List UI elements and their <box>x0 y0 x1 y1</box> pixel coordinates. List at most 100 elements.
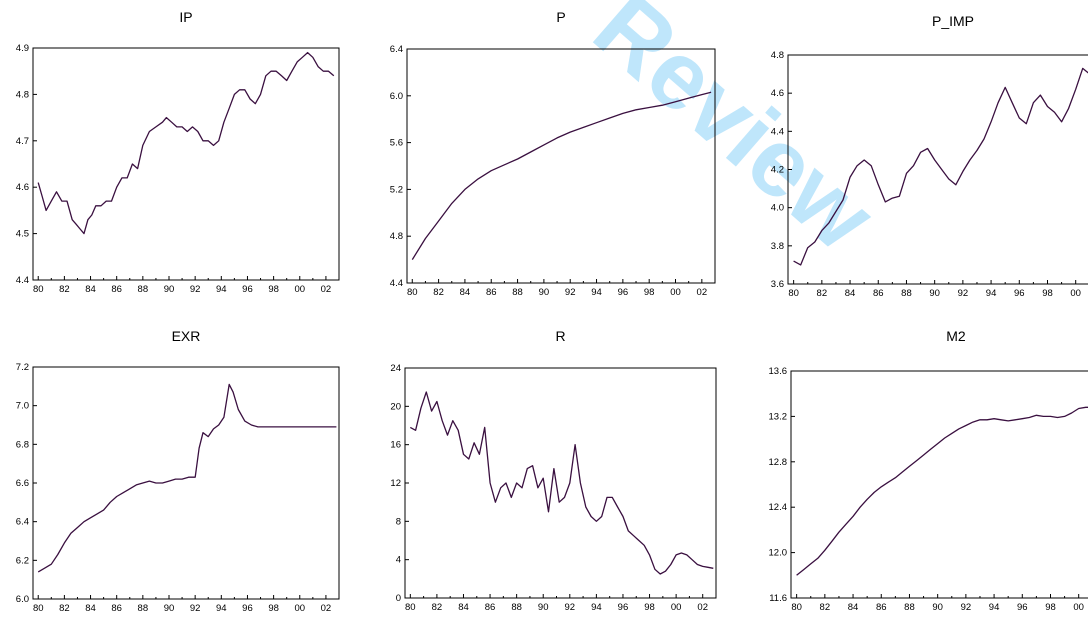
r-x-tick-label: 96 <box>618 602 629 613</box>
p-imp-x-tick-label: 82 <box>817 288 828 299</box>
r-x-tick-label: 82 <box>432 602 443 613</box>
ip-y-tick-label: 4.9 <box>16 43 29 54</box>
exr-title: EXR <box>172 328 201 344</box>
exr-x-tick-label: 84 <box>85 603 96 614</box>
exr-x-tick-label: 92 <box>190 603 201 614</box>
ip-y-tick-label: 4.8 <box>16 89 29 100</box>
p-imp-x-tick-label: 88 <box>901 288 912 299</box>
p-x-tick-label: 80 <box>407 287 418 298</box>
ip-plot-frame <box>32 47 340 281</box>
p-x-tick-label: 98 <box>644 287 655 298</box>
ip-x-tick-label: 92 <box>190 284 201 295</box>
ip-x-tick-label: 02 <box>321 284 332 295</box>
ip-series-line <box>37 51 335 235</box>
p-y-tick-label: 6.4 <box>390 44 403 55</box>
m2-y-tick-label: 12.4 <box>769 502 788 513</box>
m2-x-tick-label: 92 <box>961 602 972 613</box>
m2-x-tick-label: 88 <box>904 602 915 613</box>
m2-y-tick-label: 12.0 <box>769 548 788 559</box>
r-x-tick-label: 80 <box>405 602 416 613</box>
p-y-tick-label: 4.8 <box>390 231 403 242</box>
m2-x-tick-label: 94 <box>989 602 1000 613</box>
p-imp-x-tick-label: 00 <box>1070 288 1081 299</box>
p-imp-x-tick-label: 96 <box>1014 288 1025 299</box>
ip-x-tick-label: 84 <box>85 284 96 295</box>
r-plot-frame <box>404 367 717 599</box>
exr-y-tick-label: 6.0 <box>16 594 29 605</box>
r-y-tick-label: 16 <box>390 440 401 451</box>
p-imp-y-tick-label: 4.0 <box>771 203 784 214</box>
m2-title: M2 <box>946 328 966 344</box>
p-x-tick-label: 96 <box>618 287 629 298</box>
m2-x-tick-label: 90 <box>932 602 943 613</box>
r-y-tick-label: 0 <box>396 593 401 604</box>
chart-panel-r: R 0 4 8 12 16 20 24 80 82 84 86 88 90 92 94 96 98 00 02 <box>390 328 717 613</box>
ip-x-tick-label: 00 <box>294 284 305 295</box>
r-x-tick-label: 84 <box>458 602 469 613</box>
p-imp-x-tick-label: 90 <box>929 288 940 299</box>
r-x-tick-label: 90 <box>538 602 549 613</box>
ip-x-tick-label: 80 <box>33 284 44 295</box>
p-y-tick-label: 5.2 <box>390 184 403 195</box>
exr-y-tick-label: 6.6 <box>16 478 29 489</box>
m2-x-tick-label: 82 <box>820 602 831 613</box>
m2-y-tick-label: 11.6 <box>769 593 787 604</box>
p-imp-plot-frame <box>787 54 1088 285</box>
p-title: P <box>556 9 565 25</box>
ip-x-tick-label: 86 <box>111 284 122 295</box>
m2-y-tick-label: 13.2 <box>769 411 788 422</box>
p-imp-y-tick-label: 4.6 <box>771 88 784 99</box>
p-imp-y-tick-label: 4.2 <box>771 165 784 176</box>
exr-x-tick-label: 82 <box>59 603 70 614</box>
ip-x-tick-label: 96 <box>242 284 253 295</box>
p-x-tick-label: 90 <box>539 287 550 298</box>
p-imp-x-tick-label: 94 <box>986 288 997 299</box>
exr-x-tick-label: 96 <box>242 603 253 614</box>
r-x-tick-label: 92 <box>565 602 576 613</box>
m2-series-line <box>796 406 1088 576</box>
r-y-tick-label: 20 <box>390 401 401 412</box>
chart-panel-exr: EXR 6.0 6.2 6.4 6.6 6.8 7.0 7.2 80 82 84 86 88 90 92 94… <box>16 328 340 614</box>
exr-y-tick-label: 6.2 <box>16 555 29 566</box>
r-x-tick-label: 02 <box>697 602 708 613</box>
chart-panel-ip: IP 4.4 4.5 4.6 4.7 4.8 4.9 80 82 84 86 88 90 92 94 96 98… <box>16 9 340 295</box>
p-x-tick-label: 00 <box>670 287 681 298</box>
ip-x-tick-label: 90 <box>164 284 175 295</box>
r-series-line <box>409 391 714 575</box>
exr-y-tick-label: 7.2 <box>16 362 29 373</box>
p-imp-y-tick-label: 3.6 <box>771 279 784 290</box>
r-x-tick-label: 98 <box>644 602 655 613</box>
p-x-tick-label: 94 <box>591 287 602 298</box>
r-x-tick-label: 94 <box>591 602 602 613</box>
exr-x-tick-label: 00 <box>294 603 305 614</box>
p-x-tick-label: 92 <box>565 287 576 298</box>
ip-x-tick-label: 82 <box>59 284 70 295</box>
exr-x-tick-label: 90 <box>164 603 175 614</box>
r-x-tick-label: 00 <box>671 602 682 613</box>
chart-panel-m2: M2 11.6 12.0 12.4 12.8 13.2 13.6 80 82 84 86 88 90 92… <box>769 328 1088 613</box>
p-y-tick-label: 5.6 <box>390 138 403 149</box>
exr-x-tick-label: 94 <box>216 603 227 614</box>
p-plot-frame <box>406 48 716 284</box>
exr-x-tick-label: 02 <box>321 603 332 614</box>
exr-y-tick-label: 6.4 <box>16 517 29 528</box>
p-imp-y-tick-label: 4.8 <box>771 50 784 61</box>
p-x-tick-label: 88 <box>512 287 523 298</box>
exr-series-line <box>37 383 337 573</box>
exr-y-tick-label: 7.0 <box>16 401 29 412</box>
r-y-tick-label: 24 <box>390 363 401 374</box>
chart-panel-p-imp: P_IMP 3.6 3.8 4.0 4.2 4.4 4.6 4.8 80 82 84 86 88 90 92… <box>771 13 1088 299</box>
m2-y-tick-label: 13.6 <box>769 366 788 377</box>
p-x-tick-label: 84 <box>460 287 471 298</box>
exr-x-tick-label: 98 <box>268 603 279 614</box>
ip-y-tick-label: 4.5 <box>16 229 29 240</box>
exr-x-tick-label: 88 <box>138 603 149 614</box>
p-x-tick-label: 86 <box>486 287 497 298</box>
m2-x-tick-label: 00 <box>1073 602 1084 613</box>
p-y-tick-label: 4.4 <box>390 278 403 289</box>
r-y-tick-label: 4 <box>396 555 401 566</box>
exr-x-tick-label: 86 <box>111 603 122 614</box>
m2-plot-frame <box>790 370 1088 599</box>
exr-y-tick-label: 6.8 <box>16 439 29 450</box>
p-imp-x-tick-label: 80 <box>788 288 799 299</box>
